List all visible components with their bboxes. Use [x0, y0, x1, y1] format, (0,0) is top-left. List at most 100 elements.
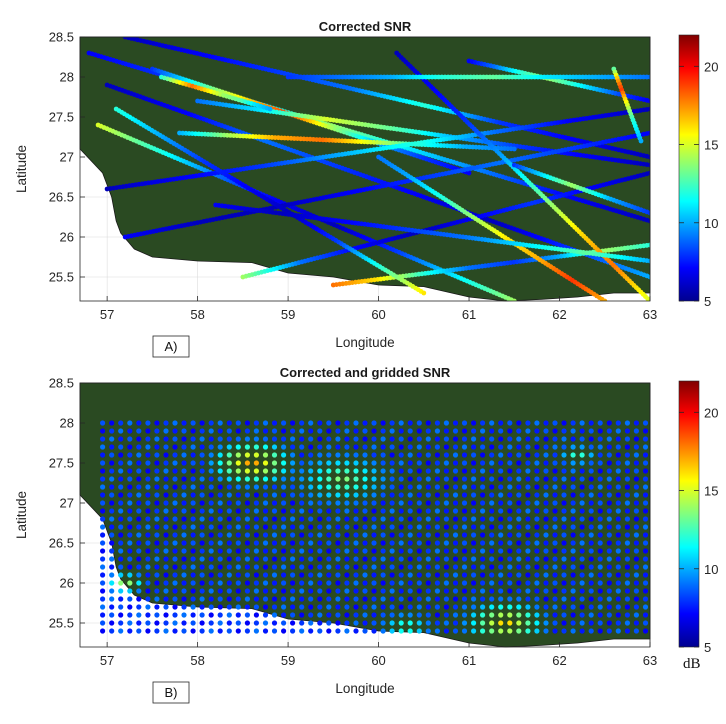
- grid-cell-point: [570, 628, 576, 634]
- grid-cell-point: [136, 508, 142, 514]
- grid-cell-point: [642, 548, 649, 554]
- grid-cell-point: [317, 492, 323, 498]
- grid-cell-point: [416, 436, 422, 442]
- grid-cell-point: [516, 436, 522, 442]
- grid-cell-point: [172, 428, 178, 434]
- grid-cell-point: [624, 508, 631, 514]
- grid-cell-point: [308, 516, 314, 522]
- grid-cell-point: [434, 468, 440, 474]
- grid-cell-point: [507, 588, 513, 594]
- grid-cell-point: [633, 612, 640, 618]
- grid-cell-point: [208, 604, 214, 610]
- grid-cell-point: [480, 436, 486, 442]
- grid-cell-point: [190, 540, 196, 546]
- grid-cell-point: [624, 444, 631, 450]
- grid-cell-point: [570, 436, 576, 442]
- grid-cell-point: [516, 604, 522, 610]
- grid-cell-point: [127, 556, 133, 562]
- grid-cell-point: [145, 612, 151, 618]
- grid-cell-point: [443, 516, 449, 522]
- grid-cell-point: [380, 596, 386, 602]
- track-sample-point: [511, 146, 517, 152]
- grid-cell-point: [534, 596, 540, 602]
- grid-cell-point: [109, 548, 115, 554]
- grid-cell-point: [597, 508, 603, 514]
- grid-cell-point: [642, 564, 649, 570]
- grid-cell-point: [416, 620, 422, 626]
- grid-cell-point: [642, 596, 649, 602]
- grid-cell-point: [299, 444, 305, 450]
- grid-cell-point: [434, 484, 440, 490]
- grid-cell-point: [181, 492, 187, 498]
- grid-cell-point: [344, 500, 350, 506]
- grid-cell-point: [299, 524, 305, 530]
- grid-cell-point: [498, 460, 504, 466]
- grid-cell-point: [516, 452, 522, 458]
- grid-cell-point: [335, 556, 341, 562]
- grid-cell-point: [181, 540, 187, 546]
- grid-cell-point: [434, 524, 440, 530]
- grid-cell-point: [633, 452, 640, 458]
- grid-cell-point: [461, 556, 468, 562]
- grid-cell-point: [244, 596, 250, 602]
- grid-cell-point: [253, 564, 259, 570]
- grid-cell-point: [452, 548, 459, 554]
- grid-cell-point: [543, 580, 549, 586]
- grid-cell-point: [461, 540, 468, 546]
- grid-cell-point: [552, 580, 558, 586]
- grid-cell-point: [615, 452, 621, 458]
- grid-cell-point: [308, 620, 314, 626]
- grid-cell-point: [353, 628, 359, 634]
- grid-cell-point: [235, 428, 241, 434]
- grid-cell-point: [244, 604, 250, 610]
- grid-cell-point: [443, 460, 449, 466]
- grid-cell-point: [335, 452, 341, 458]
- grid-cell-point: [109, 556, 115, 562]
- grid-cell-point: [543, 484, 549, 490]
- grid-cell-point: [516, 540, 522, 546]
- grid-cell-point: [543, 532, 549, 538]
- grid-cell-point: [624, 580, 631, 586]
- grid-cell-point: [534, 508, 540, 514]
- grid-cell-point: [199, 492, 205, 498]
- grid-cell-point: [281, 532, 287, 538]
- grid-cell-point: [335, 596, 341, 602]
- grid-cell-point: [190, 492, 196, 498]
- grid-cell-point: [371, 588, 377, 594]
- grid-cell-point: [136, 516, 142, 522]
- grid-cell-point: [452, 420, 459, 426]
- grid-cell-point: [190, 548, 196, 554]
- grid-cell-point: [597, 468, 603, 474]
- grid-cell-point: [642, 524, 649, 530]
- grid-cell-point: [145, 460, 151, 466]
- grid-cell-point: [118, 596, 124, 602]
- grid-cell-point: [389, 596, 395, 602]
- grid-cell-point: [290, 460, 296, 466]
- grid-cell-point: [262, 596, 269, 602]
- grid-cell-point: [362, 612, 368, 618]
- grid-cell-point: [172, 604, 178, 610]
- grid-cell-point: [127, 548, 133, 554]
- grid-cell-point: [199, 452, 205, 458]
- grid-cell-point: [317, 604, 323, 610]
- grid-cell-point: [606, 596, 612, 602]
- grid-cell-point: [235, 468, 241, 474]
- grid-cell-point: [642, 452, 649, 458]
- grid-cell-point: [326, 524, 332, 530]
- grid-cell-point: [127, 564, 133, 570]
- grid-cell-point: [498, 428, 504, 434]
- grid-cell-point: [235, 612, 241, 618]
- grid-cell-point: [100, 556, 106, 562]
- grid-cell-point: [525, 556, 531, 562]
- grid-cell-point: [516, 572, 522, 578]
- grid-cell-point: [253, 500, 259, 506]
- grid-cell-point: [507, 548, 513, 554]
- grid-cell-point: [235, 444, 241, 450]
- grid-cell-point: [489, 588, 495, 594]
- grid-cell-point: [606, 420, 612, 426]
- grid-cell-point: [190, 588, 196, 594]
- grid-cell-point: [281, 444, 287, 450]
- grid-cell-point: [597, 460, 603, 466]
- grid-cell-point: [172, 460, 178, 466]
